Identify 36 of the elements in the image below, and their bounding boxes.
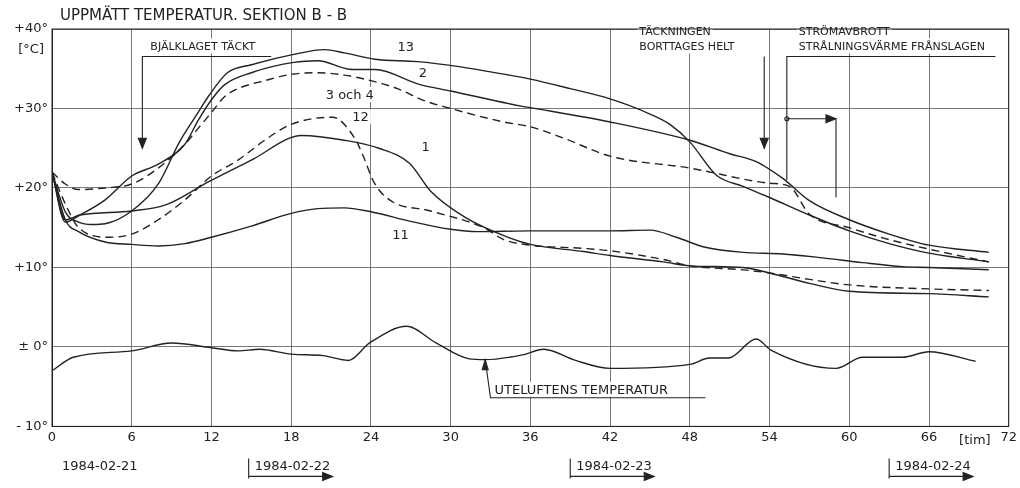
text: 1984-02-23 [576,458,652,474]
y-tick-label: +30° [14,99,48,115]
text: 1984-02-24 [895,458,971,474]
series-label: 11 [392,226,409,242]
x-tick-label: 66 [920,428,938,444]
annotation: TÄCKNINGEN BORTTAGES HELT [638,25,735,54]
x-tick-label: 42 [601,428,619,444]
x-tick-label: 30 [442,428,459,444]
series-label: 12 [352,109,369,125]
text: 1984-02-22 [254,458,331,474]
y-tick-label: +20° [14,179,48,195]
x-tick-label: 18 [282,428,300,444]
series-label: 3 och 4 [325,86,374,102]
chart-title: UPPMÄTT TEMPERATUR. SEKTION B - B [60,5,348,24]
y-tick-label: - 10° [16,417,48,433]
x-tick-label: 6 [127,428,136,444]
annotation: BJÄLKLAGET TÄCKT [150,40,256,54]
text: 1984-02-21 [61,458,138,474]
y-tick-label: ± 0° [18,338,48,354]
x-tick-label: 24 [362,428,380,444]
y-tick-label: +10° [14,258,48,274]
x-tick-label: 72 [1000,428,1017,444]
x-tick-label: 60 [841,428,858,444]
series-label: 1 [421,139,430,155]
annotation: UTELUFTENS TEMPERATUR [494,381,669,397]
x-tick-label: 12 [203,428,220,444]
series-label: 13 [397,39,415,55]
x-axis-title: [tim] [959,432,991,448]
x-tick-label: 48 [681,428,699,444]
x-tick-label: 0 [47,428,57,444]
y-axis-title: [°C] [18,41,44,56]
x-tick-label: 36 [522,428,539,444]
y-tick-label: +40° [14,20,48,36]
series-label: 2 [418,65,428,81]
x-tick-label: 54 [761,428,778,444]
annotation: STRÖMAVBROTT STRÅLNINGSVÄRME FRÅNSLAGEN [798,25,986,54]
